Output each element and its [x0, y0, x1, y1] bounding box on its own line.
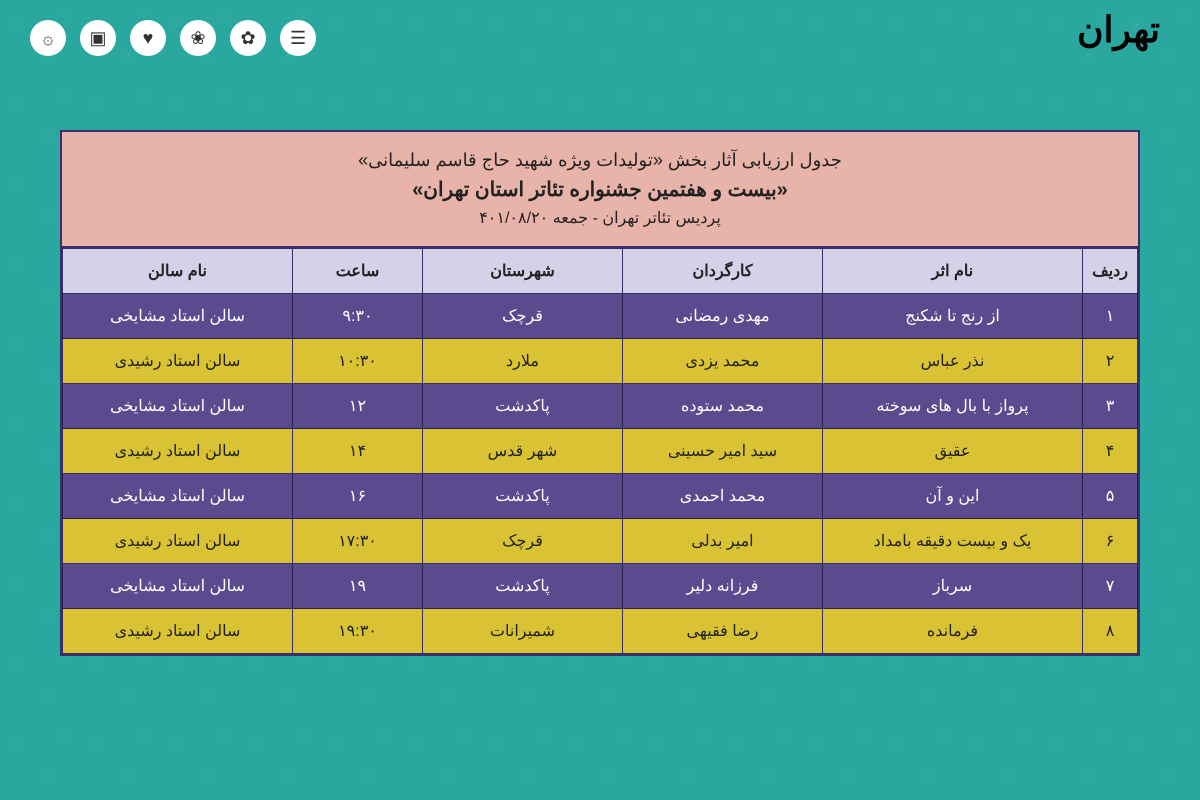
- sponsor-logo-icon: ✿: [230, 20, 266, 56]
- cell-num: ۴: [1083, 429, 1138, 474]
- table-row: ۷ سرباز فرزانه دلیر پاکدشت ۱۹ سالن استاد…: [63, 564, 1138, 609]
- cell-time: ۱۷:۳۰: [293, 519, 423, 564]
- cell-director: محمد احمدی: [623, 474, 823, 519]
- cell-num: ۷: [1083, 564, 1138, 609]
- cell-time: ۱۹:۳۰: [293, 609, 423, 654]
- table-row: ۲ نذر عباس محمد یزدی ملارد ۱۰:۳۰ سالن اس…: [63, 339, 1138, 384]
- cell-hall: سالن استاد مشایخی: [63, 564, 293, 609]
- col-header-num: ردیف: [1083, 249, 1138, 294]
- cell-num: ۸: [1083, 609, 1138, 654]
- cell-num: ۶: [1083, 519, 1138, 564]
- cell-hall: سالن استاد رشیدی: [63, 339, 293, 384]
- cell-title: پرواز با بال های سوخته: [823, 384, 1083, 429]
- table-header-row: ردیف نام اثر کارگردان شهرستان ساعت نام س…: [63, 249, 1138, 294]
- cell-num: ۵: [1083, 474, 1138, 519]
- cell-hall: سالن استاد رشیدی: [63, 609, 293, 654]
- cell-time: ۱۶: [293, 474, 423, 519]
- table-body: ۱ از رنج تا شکنج مهدی رمضانی قرچک ۹:۳۰ س…: [63, 294, 1138, 654]
- cell-director: سید امیر حسینی: [623, 429, 823, 474]
- cell-time: ۱۹: [293, 564, 423, 609]
- table-row: ۵ این و آن محمد احمدی پاکدشت ۱۶ سالن است…: [63, 474, 1138, 519]
- cell-title: سرباز: [823, 564, 1083, 609]
- sponsor-logo-icon: ❀: [180, 20, 216, 56]
- festival-logo: تهران: [1077, 15, 1160, 46]
- cell-city: پاکدشت: [423, 384, 623, 429]
- table-row: ۱ از رنج تا شکنج مهدی رمضانی قرچک ۹:۳۰ س…: [63, 294, 1138, 339]
- cell-director: امیر بدلی: [623, 519, 823, 564]
- cell-title: این و آن: [823, 474, 1083, 519]
- table-row: ۶ یک و بیست دقیقه بامداد امیر بدلی قرچک …: [63, 519, 1138, 564]
- cell-hall: سالن استاد رشیدی: [63, 519, 293, 564]
- col-header-title: نام اثر: [823, 249, 1083, 294]
- cell-city: قرچک: [423, 294, 623, 339]
- cell-time: ۱۰:۳۰: [293, 339, 423, 384]
- cell-city: شهر قدس: [423, 429, 623, 474]
- sponsor-logo-icon: ☰: [280, 20, 316, 56]
- col-header-director: کارگردان: [623, 249, 823, 294]
- cell-director: محمد یزدی: [623, 339, 823, 384]
- cell-director: رضا فقیهی: [623, 609, 823, 654]
- sponsor-logo-icon: ▣: [80, 20, 116, 56]
- col-header-hall: نام سالن: [63, 249, 293, 294]
- title-line-3: پردیس تئاتر تهران - جمعه ۴۰۱/۰۸/۲۰: [72, 208, 1128, 228]
- cell-num: ۱: [1083, 294, 1138, 339]
- col-header-time: ساعت: [293, 249, 423, 294]
- cell-hall: سالن استاد مشایخی: [63, 384, 293, 429]
- cell-title: یک و بیست دقیقه بامداد: [823, 519, 1083, 564]
- title-line-1: جدول ارزیابی آثار بخش «تولیدات ویژه شهید…: [72, 150, 1128, 171]
- cell-num: ۳: [1083, 384, 1138, 429]
- title-line-2: «بیست و هفتمین جشنواره تئاتر استان تهران…: [72, 177, 1128, 202]
- cell-time: ۹:۳۰: [293, 294, 423, 339]
- cell-city: قرچک: [423, 519, 623, 564]
- sponsor-logo-icon: ♥: [130, 20, 166, 56]
- table-row: ۳ پرواز با بال های سوخته محمد ستوده پاکد…: [63, 384, 1138, 429]
- schedule-panel: جدول ارزیابی آثار بخش «تولیدات ویژه شهید…: [60, 130, 1140, 656]
- cell-director: فرزانه دلیر: [623, 564, 823, 609]
- cell-director: محمد ستوده: [623, 384, 823, 429]
- festival-logo-text: تهران: [1077, 15, 1160, 46]
- cell-hall: سالن استاد رشیدی: [63, 429, 293, 474]
- cell-title: از رنج تا شکنج: [823, 294, 1083, 339]
- cell-city: ملارد: [423, 339, 623, 384]
- table-row: ۸ فرمانده رضا فقیهی شمیرانات ۱۹:۳۰ سالن …: [63, 609, 1138, 654]
- cell-city: پاکدشت: [423, 564, 623, 609]
- cell-title: عقیق: [823, 429, 1083, 474]
- col-header-city: شهرستان: [423, 249, 623, 294]
- table-row: ۴ عقیق سید امیر حسینی شهر قدس ۱۴ سالن اس…: [63, 429, 1138, 474]
- sponsor-logo-icon: ۞: [30, 20, 66, 56]
- schedule-table: ردیف نام اثر کارگردان شهرستان ساعت نام س…: [62, 248, 1138, 654]
- cell-title: نذر عباس: [823, 339, 1083, 384]
- cell-hall: سالن استاد مشایخی: [63, 474, 293, 519]
- cell-title: فرمانده: [823, 609, 1083, 654]
- sponsor-logos: ☰ ✿ ❀ ♥ ▣ ۞: [30, 20, 316, 56]
- cell-director: مهدی رمضانی: [623, 294, 823, 339]
- cell-city: پاکدشت: [423, 474, 623, 519]
- title-block: جدول ارزیابی آثار بخش «تولیدات ویژه شهید…: [62, 132, 1138, 248]
- cell-time: ۱۴: [293, 429, 423, 474]
- cell-num: ۲: [1083, 339, 1138, 384]
- cell-city: شمیرانات: [423, 609, 623, 654]
- cell-time: ۱۲: [293, 384, 423, 429]
- cell-hall: سالن استاد مشایخی: [63, 294, 293, 339]
